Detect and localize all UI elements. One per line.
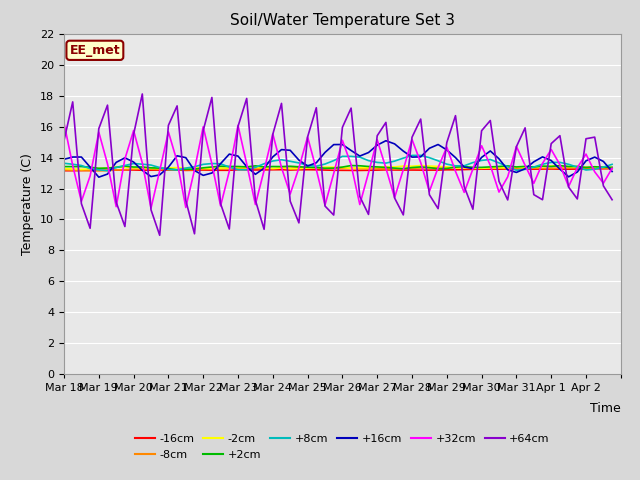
Legend: -16cm, -8cm, -2cm, +2cm, +8cm, +16cm, +32cm, +64cm: -16cm, -8cm, -2cm, +2cm, +8cm, +16cm, +3…	[131, 430, 554, 464]
Y-axis label: Temperature (C): Temperature (C)	[22, 153, 35, 255]
Title: Soil/Water Temperature Set 3: Soil/Water Temperature Set 3	[230, 13, 455, 28]
X-axis label: Time: Time	[590, 402, 621, 415]
Text: EE_met: EE_met	[70, 44, 120, 57]
